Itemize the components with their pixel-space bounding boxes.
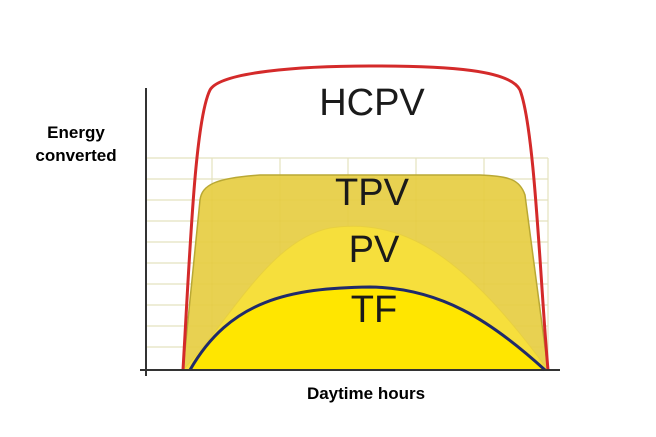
- hcpv-curve: [181, 64, 550, 371]
- y-axis-label: Energy: [47, 123, 105, 142]
- y-axis-label: converted: [35, 146, 116, 165]
- curve-label: PV: [349, 229, 400, 271]
- tf-curve: [188, 285, 547, 372]
- curve-label: TF: [351, 289, 397, 331]
- curve-label: HCPV: [319, 82, 425, 124]
- x-axis-label: Daytime hours: [307, 384, 425, 403]
- curve-label: TPV: [335, 172, 410, 214]
